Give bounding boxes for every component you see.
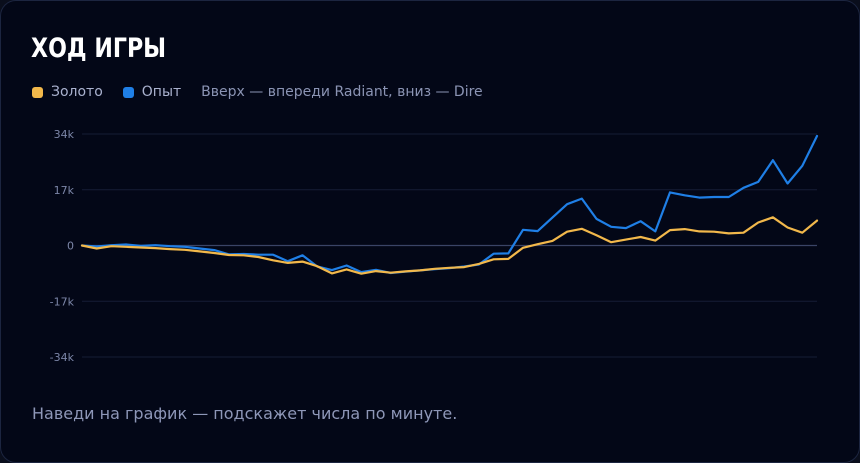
- chart-legend: Золото Опыт Вверх — впереди Radiant, вни…: [32, 82, 483, 102]
- hover-hint: Наведи на график — подскажет числа по ми…: [32, 404, 458, 423]
- legend-label-xp: Опыт: [141, 84, 182, 100]
- y-axis-ticks: 34k 17k 0 -17k -34k: [50, 128, 75, 364]
- y-tick-label: 34k: [54, 128, 75, 141]
- y-tick-label: 0: [67, 240, 74, 253]
- gold-series-line[interactable]: [80, 216, 819, 275]
- y-tick-label: 17k: [54, 184, 75, 197]
- card-title: ХОД ИГРЫ: [31, 33, 167, 64]
- legend-note: Вверх — впереди Radiant, вниз — Dire: [201, 84, 483, 100]
- xp-series-line[interactable]: [80, 134, 819, 275]
- series-lines: [80, 134, 819, 275]
- gold-swatch-icon: [32, 86, 43, 98]
- legend-item-xp: Опыт: [122, 84, 182, 100]
- grid-lines: [82, 133, 817, 358]
- legend-label-gold: Золото: [51, 84, 103, 100]
- y-tick-label: -34k: [50, 351, 75, 364]
- legend-item-gold: Золото: [32, 84, 103, 100]
- y-tick-label: -17k: [50, 295, 75, 308]
- xp-swatch-icon: [122, 86, 134, 98]
